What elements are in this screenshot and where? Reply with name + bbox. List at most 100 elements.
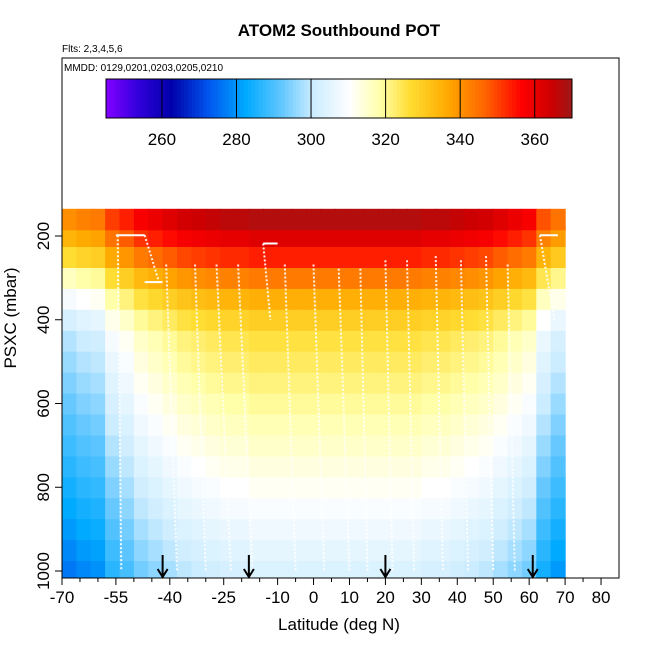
theta-cell (105, 476, 121, 499)
theta-cell (335, 372, 351, 394)
theta-cell (234, 414, 250, 436)
theta-cell (478, 330, 494, 352)
theta-cell (148, 309, 164, 331)
theta-cell (435, 288, 451, 310)
theta-cell (119, 246, 135, 268)
colorbar-swatch (560, 79, 566, 118)
theta-cell (105, 309, 121, 331)
theta-cell (148, 455, 164, 478)
theta-cell (177, 330, 192, 352)
theta-cell (349, 455, 365, 478)
theta-cell (76, 497, 92, 520)
theta-cell (507, 372, 523, 394)
theta-cell (162, 267, 178, 289)
colorbar-swatch (337, 79, 342, 118)
theta-cell (435, 434, 451, 457)
theta-cell (536, 330, 552, 352)
theta-cell (76, 560, 92, 578)
theta-cell (320, 288, 336, 310)
x-axis-label: Latitude (deg N) (278, 615, 400, 634)
theta-cell (335, 560, 351, 578)
colorbar-swatch (221, 79, 226, 118)
theta-cell (162, 434, 178, 457)
theta-cell (464, 246, 480, 268)
colorbar-swatch (217, 79, 223, 118)
colorbar-swatch (512, 79, 517, 118)
theta-cell (493, 330, 509, 352)
theta-cell (407, 497, 422, 520)
theta-cell (191, 434, 207, 457)
theta-cell (363, 476, 379, 499)
theta-cell (363, 225, 379, 247)
theta-cell (177, 225, 192, 247)
theta-cell (435, 539, 451, 562)
theta-cell (133, 372, 149, 394)
theta-cell (76, 330, 92, 352)
colorbar-swatch (516, 79, 521, 118)
theta-cell (507, 246, 523, 268)
colorbar-swatch (411, 79, 416, 118)
theta-cell (277, 434, 293, 457)
theta-cell (292, 246, 307, 268)
colorbar-swatch (460, 79, 465, 118)
theta-cell (119, 539, 135, 562)
theta-cell (248, 434, 264, 457)
theta-cell (248, 393, 264, 415)
theta-cell (234, 208, 250, 231)
theta-cell (335, 414, 351, 436)
theta-cell (536, 455, 552, 478)
theta-cell (507, 208, 523, 231)
theta-cell (191, 267, 207, 289)
theta-cell (363, 309, 379, 331)
colorbar-swatch (504, 79, 510, 118)
colorbar-swatch (303, 79, 308, 118)
colorbar-swatch (117, 79, 122, 118)
theta-cell (493, 414, 509, 436)
theta-cell (335, 330, 351, 352)
theta-cell (550, 476, 566, 499)
theta-cell (148, 393, 164, 415)
theta-cell (191, 560, 207, 578)
theta-cell (507, 330, 523, 352)
theta-cell (162, 288, 178, 310)
theta-cell (205, 246, 221, 268)
theta-cell (119, 476, 135, 499)
theta-cell (464, 351, 480, 373)
theta-cell (450, 225, 466, 247)
colorbar-swatch (296, 79, 301, 118)
x-tick-label: 60 (520, 588, 539, 607)
colorbar-swatch (329, 79, 334, 118)
theta-cell (493, 225, 509, 247)
theta-cell (234, 518, 250, 541)
theta-cell (349, 225, 365, 247)
theta-cell (522, 309, 537, 331)
flight-profile-line (337, 268, 351, 572)
colorbar-swatch (545, 79, 551, 118)
y-tick-label: 1000 (34, 552, 53, 590)
theta-cell (407, 309, 422, 331)
theta-cell (191, 225, 207, 247)
theta-cell (90, 539, 106, 562)
theta-cell (220, 372, 236, 394)
colorbar-swatch (240, 79, 245, 118)
theta-cell (234, 497, 250, 520)
theta-cell (234, 246, 250, 268)
theta-cell (277, 225, 293, 247)
theta-cell (220, 208, 236, 231)
flight-profiles (115, 234, 558, 572)
colorbar-swatch (407, 79, 413, 118)
colorbar-swatch (232, 79, 237, 118)
theta-cell (119, 267, 135, 289)
theta-cell (349, 208, 365, 231)
theta-cell (177, 372, 192, 394)
colorbar-swatch (128, 79, 133, 118)
theta-cell (205, 309, 221, 331)
theta-cell (363, 414, 379, 436)
theta-cell (392, 560, 408, 578)
theta-cell (191, 372, 207, 394)
theta-cell (76, 455, 92, 478)
colorbar-swatch (281, 79, 286, 118)
theta-cell (148, 330, 164, 352)
theta-cell (205, 434, 221, 457)
colorbar-swatch (452, 79, 457, 118)
